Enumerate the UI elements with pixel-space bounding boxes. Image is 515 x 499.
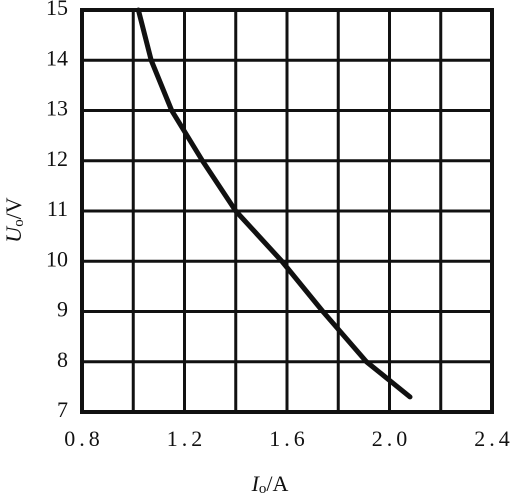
x-tick-label: 1.6 <box>269 426 309 451</box>
data-line <box>135 7 413 400</box>
y-tick-label: 10 <box>46 246 68 271</box>
x-tick-label: 2.0 <box>372 426 412 451</box>
y-tick-label: 7 <box>57 397 68 422</box>
y-tick-label: 8 <box>57 347 68 372</box>
y-tick-label: 9 <box>57 297 68 322</box>
x-tick-label: 0.8 <box>64 426 104 451</box>
plot-frame <box>80 8 494 414</box>
y-label-unit: /V <box>1 197 26 219</box>
x-label-unit: /A <box>266 471 288 496</box>
y-tick-label: 12 <box>46 146 68 171</box>
y-axis-label: Uo/V <box>1 197 27 243</box>
y-tick-label: 11 <box>47 196 68 221</box>
y-tick-label: 14 <box>46 45 68 70</box>
y-label-sub: o <box>11 219 27 227</box>
x-tick-label: 2.4 <box>474 426 514 451</box>
x-label-sub: o <box>259 481 267 497</box>
y-tick-label: 15 <box>46 0 68 20</box>
x-label-symbol: I <box>251 471 261 496</box>
x-tick-label: 1.2 <box>167 426 207 451</box>
x-axis-label: Io/A <box>251 471 289 497</box>
y-tick-label: 13 <box>46 96 68 121</box>
y-label-symbol: U <box>1 225 26 243</box>
